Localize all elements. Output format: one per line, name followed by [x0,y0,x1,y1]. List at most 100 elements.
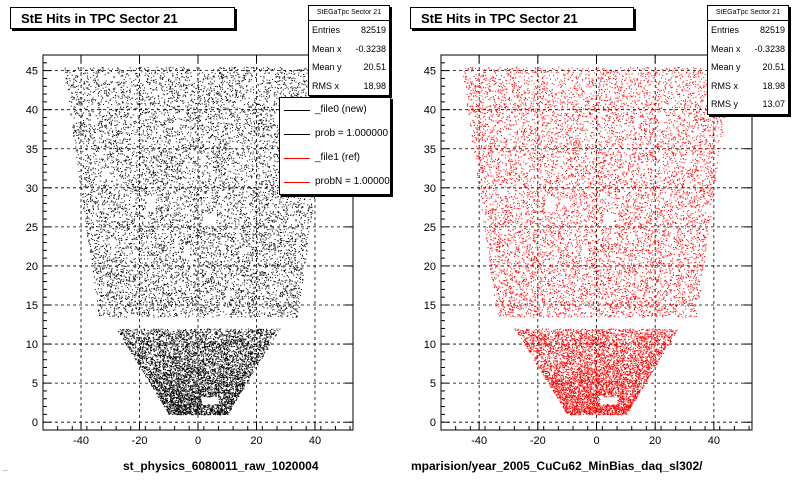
scatter-point [83,208,85,210]
scatter-point [277,265,279,267]
scatter-point [171,163,173,165]
scatter-point [150,282,152,284]
scatter-point [87,100,89,101]
scatter-point [239,302,240,303]
scatter-point [116,183,118,185]
scatter-point [245,267,247,269]
scatter-point [235,314,237,315]
scatter-point [207,278,209,280]
scatter-point [214,263,216,265]
scatter-point [251,137,253,139]
scatter-point [152,282,154,284]
scatter-point [240,85,242,87]
scatter-point [120,239,122,241]
scatter-point [119,280,121,282]
scatter-point [146,270,148,272]
scatter-point [161,153,163,155]
scatter-point [111,180,113,182]
scatter-point [221,272,223,274]
scatter-point [216,162,218,164]
scatter-point [266,229,268,231]
scatter-point [229,301,231,303]
scatter-point [185,138,187,140]
scatter-point [94,270,96,271]
scatter-point [290,289,292,291]
scatter-point [155,209,157,211]
scatter-point [214,167,216,168]
scatter-point [156,155,158,157]
scatter-point [275,229,277,231]
scatter-point [227,204,229,206]
scatter-point [103,154,105,156]
scatter-point [122,208,123,210]
scatter-point [119,174,121,176]
scatter-point [92,235,93,237]
scatter-point [259,232,261,234]
scatter-point [225,133,227,135]
scatter-point [102,87,104,89]
scatter-point [160,300,162,301]
scatter-point [263,282,265,284]
scatter-point [173,239,175,240]
scatter-point [83,99,85,101]
scatter-point [286,279,288,281]
scatter-point [241,225,243,227]
scatter-point [134,237,136,239]
scatter-point [239,76,241,78]
scatter-point [256,175,257,177]
scatter-point [173,120,174,122]
scatter-point [180,197,182,199]
scatter-point [124,200,126,202]
scatter-point [129,234,131,236]
scatter-point [70,114,72,116]
scatter-point [195,244,197,246]
scatter-point [167,264,169,266]
scatter-point [134,177,136,179]
scatter-point [233,72,235,74]
scatter-point [91,184,93,185]
scatter-point [168,256,170,258]
scatter-point [276,109,277,111]
scatter-point [73,81,75,83]
scatter-point [111,156,112,158]
scatter-point [107,131,109,133]
scatter-point [105,250,107,252]
scatter-point [270,226,272,228]
scatter-point [224,276,226,278]
scatter-point [276,174,277,176]
scatter-point [177,214,179,216]
scatter-point [98,192,100,194]
scatter-point [120,279,122,281]
scatter-point [197,142,199,144]
scatter-point [136,75,138,77]
scatter-point [137,273,139,275]
scatter-point [268,278,270,280]
scatter-point [100,231,102,233]
scatter-point [92,180,94,181]
scatter-point [146,272,148,274]
scatter-point [203,151,205,153]
scatter-point [239,270,241,272]
scatter-point [287,234,289,236]
scatter-point [87,181,89,183]
scatter-point [164,263,166,265]
scatter-point [267,315,269,317]
scatter-point [125,211,126,212]
scatter-point [114,277,116,279]
scatter-point [259,153,261,155]
scatter-point [244,196,246,198]
scatter-point [124,128,126,130]
scatter-point [223,260,225,262]
scatter-point [124,213,126,215]
scatter-point [148,136,150,138]
scatter-point [262,105,264,107]
scatter-point [105,89,107,91]
scatter-point [196,227,198,229]
scatter-point [214,228,216,230]
scatter-point [221,264,222,266]
scatter-point [157,179,159,181]
scatter-point [149,161,151,163]
scatter-point [271,242,272,244]
scatter-point [182,258,184,260]
scatter-point [207,261,209,263]
